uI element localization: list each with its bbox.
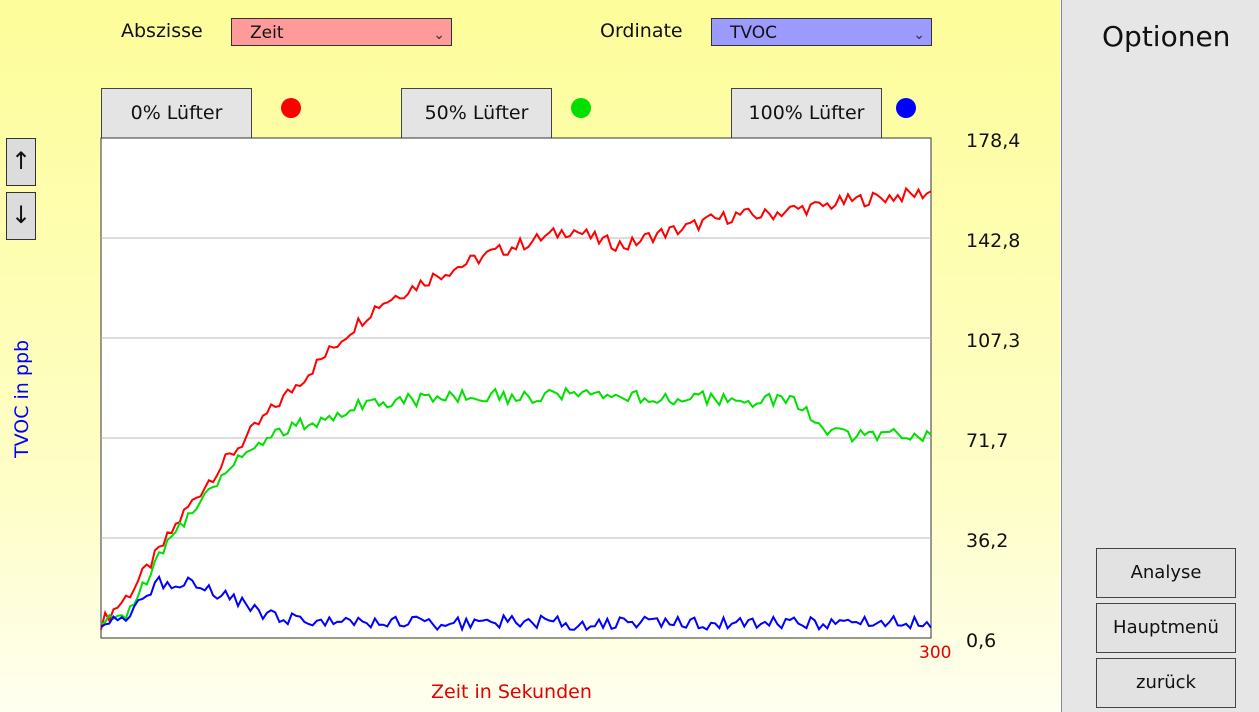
series-dot-100 (896, 98, 916, 118)
series-line-0 (100, 186, 932, 631)
sidebar-title: Optionen (1102, 20, 1231, 53)
series-button-0[interactable]: 0% Lüfter (101, 88, 252, 138)
plot-area (100, 137, 932, 639)
abscissa-value: Zeit (250, 23, 284, 43)
abscissa-dropdown[interactable]: Zeit ⌄ (231, 18, 452, 46)
series-line-1 (100, 386, 932, 625)
back-button[interactable]: zurück (1096, 658, 1236, 708)
scroll-down-button[interactable]: ↓ (6, 192, 36, 240)
ordinate-label: Ordinate (600, 20, 683, 42)
arrow-down-icon: ↓ (10, 201, 32, 229)
series-button-50[interactable]: 50% Lüfter (401, 88, 552, 138)
y-tick-label: 0,6 (966, 630, 996, 652)
abscissa-label: Abszisse (121, 20, 203, 42)
y-tick-label: 107,3 (966, 330, 1020, 352)
x-axis-label: Zeit in Sekunden (431, 681, 592, 703)
arrow-up-icon: ↑ (10, 147, 32, 175)
chevron-down-icon: ⌄ (433, 27, 445, 43)
series-line-2 (100, 574, 932, 633)
y-tick-label: 142,8 (966, 230, 1020, 252)
ordinate-dropdown[interactable]: TVOC ⌄ (711, 18, 932, 46)
y-tick-label: 36,2 (966, 530, 1008, 552)
chevron-down-icon: ⌄ (913, 27, 925, 43)
main-menu-button[interactable]: Hauptmenü (1096, 603, 1236, 653)
y-tick-label: 71,7 (966, 430, 1008, 452)
analyse-button[interactable]: Analyse (1096, 548, 1236, 598)
main-panel: Abszisse Zeit ⌄ Ordinate TVOC ⌄ 0% Lüfte… (0, 0, 1060, 712)
y-axis-label: TVOC in ppb (11, 340, 33, 459)
series-dot-0 (281, 98, 301, 118)
tvoc-line-chart: 178,4 142,8 107,3 71,7 36,2 0,6 300 Zeit in Sek… (11, 130, 1020, 703)
scroll-up-button[interactable]: ↑ (6, 138, 36, 186)
series-dot-50 (571, 98, 591, 118)
ordinate-value: TVOC (730, 23, 777, 43)
x-max-label: 300 (919, 643, 951, 663)
y-tick-label: 178,4 (966, 130, 1020, 152)
series-button-100[interactable]: 100% Lüfter (731, 88, 882, 138)
